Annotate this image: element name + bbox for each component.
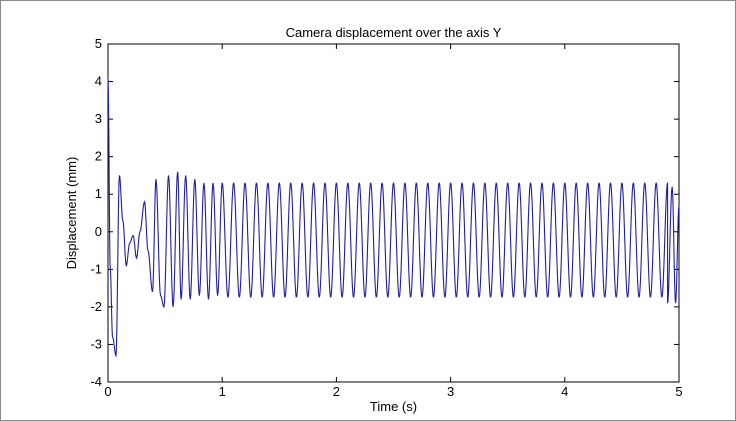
- y-tick-label: -3: [90, 336, 102, 351]
- x-tick-label: 4: [561, 384, 568, 399]
- x-axis-title: Time (s): [370, 399, 417, 414]
- series-line: [107, 77, 680, 358]
- y-tick-label: -2: [90, 299, 102, 314]
- y-axis-title: Displacement (mm): [64, 157, 79, 270]
- y-tick-label: 4: [95, 74, 102, 89]
- plot-area: [107, 43, 680, 383]
- x-tick-labels: 0 1 2 3 4 5: [104, 384, 682, 399]
- y-tick-label: 1: [95, 186, 102, 201]
- x-tick-label: 0: [104, 384, 111, 399]
- y-tick-label: 3: [95, 111, 102, 126]
- y-tick-label: -1: [90, 261, 102, 276]
- x-tick-label: 1: [219, 384, 226, 399]
- y-tick-label: -4: [90, 374, 102, 389]
- y-tick-label: 0: [95, 224, 102, 239]
- x-tick-label: 3: [447, 384, 454, 399]
- y-tick-label: 2: [95, 149, 102, 164]
- y-tick-labels: 5 4 3 2 1 0 -1 -2 -3 -4: [90, 36, 102, 389]
- x-tick-label: 5: [675, 384, 682, 399]
- chart-title: Camera displacement over the axis Y: [286, 25, 502, 40]
- y-tick-label: 5: [95, 36, 102, 51]
- x-tick-label: 2: [333, 384, 340, 399]
